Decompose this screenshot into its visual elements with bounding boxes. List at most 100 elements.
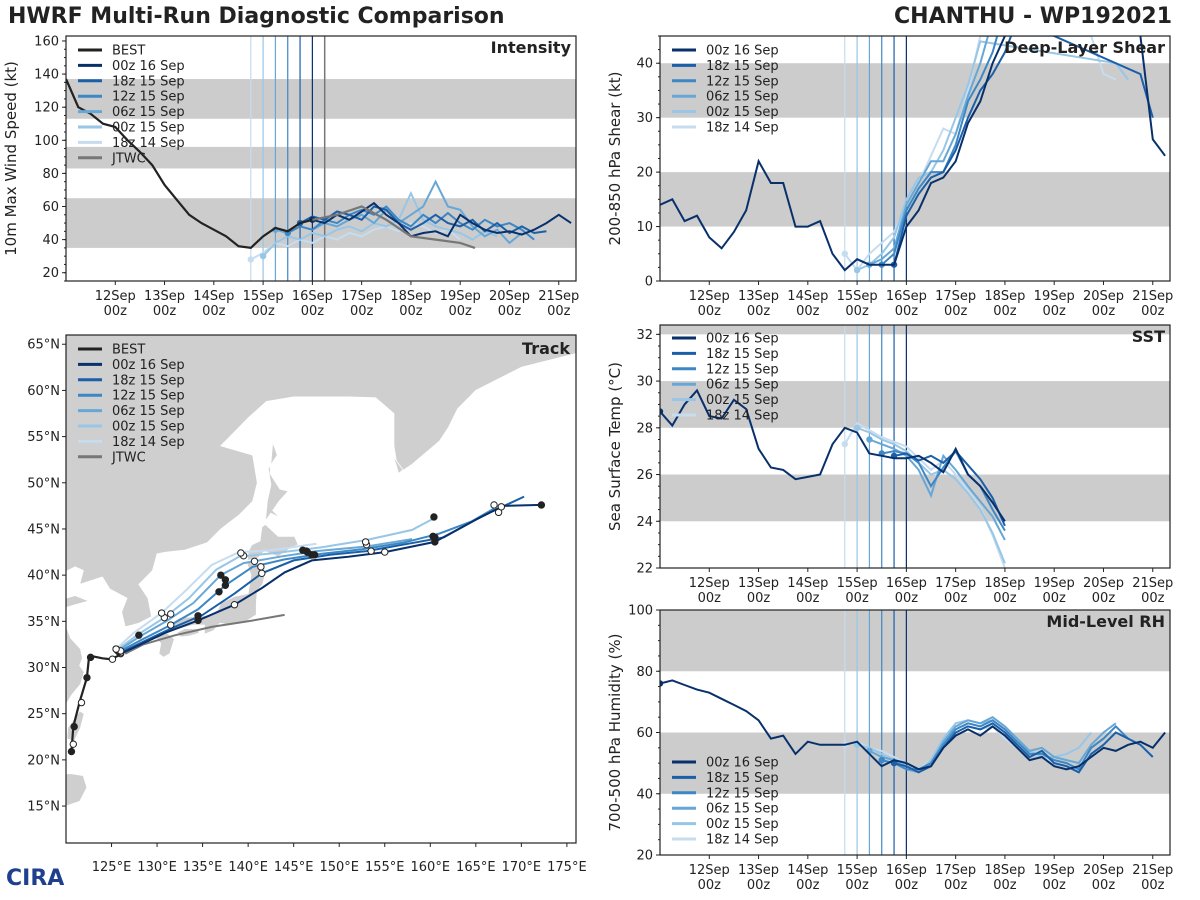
shear-xtick-label: 00z	[1043, 304, 1067, 319]
storm-id: CHANTHU - WP192021	[894, 4, 1172, 29]
intensity-xtick-label: 00z	[547, 304, 571, 319]
track-ytick-label: 50°N	[27, 476, 60, 491]
rh-ytick-label: 20	[636, 849, 653, 864]
rh-ytick-label: 100	[628, 604, 653, 619]
intensity-chart: 2040608010012014016012Sep00z13Sep00z14Se…	[2, 34, 579, 319]
sst-xtick-label: 00z	[747, 591, 771, 606]
rh-band	[660, 610, 1170, 672]
intensity-xtick-label: 00z	[104, 304, 128, 319]
track-legend-label: 18z 14 Sep	[112, 435, 185, 450]
shear-xtick-label: 17Sep	[935, 289, 976, 304]
rh-series-0	[660, 679, 1166, 771]
sst-start-point	[660, 408, 664, 415]
intensity-legend-label: 00z 16 Sep	[112, 59, 185, 74]
sst-ytick-label: 30	[636, 375, 653, 390]
track-ytick-label: 45°N	[27, 522, 60, 537]
sst-ytick-label: 28	[636, 421, 653, 436]
sst-legend-label: 18z 15 Sep	[706, 347, 779, 362]
sst-series-3	[869, 438, 1006, 541]
shear-xtick-label: 13Sep	[738, 289, 779, 304]
track-run-0-marker	[135, 631, 143, 639]
rh-xtick-label: 00z	[796, 878, 820, 893]
intensity-xtick-label: 00z	[202, 304, 226, 319]
rh-xtick-label: 00z	[1092, 878, 1116, 893]
sst-xtick-label: 19Sep	[1034, 576, 1075, 591]
shear-series-3	[868, 36, 990, 266]
intensity-best-series	[66, 78, 313, 250]
rh-xtick-label: 00z	[845, 878, 869, 893]
shear-xtick-label: 00z	[993, 304, 1017, 319]
intensity-legend-label: 06z 15 Sep	[112, 105, 185, 120]
intensity-start-point	[247, 256, 254, 263]
sst-title: SST	[1132, 327, 1165, 346]
track-best-marker	[77, 698, 86, 707]
land-mass	[392, 455, 404, 475]
track-xtick-label: 150°E	[319, 860, 359, 875]
shear-ytick-label: 40	[636, 57, 653, 72]
intensity-ytick-label: 100	[34, 134, 59, 149]
sst-band	[660, 325, 1170, 335]
intensity-xtick-label: 00z	[399, 304, 423, 319]
track-best-marker	[108, 655, 117, 663]
track-xtick-label: 175°E	[547, 860, 587, 875]
rh-xtick-label: 00z	[944, 878, 968, 893]
rh-xtick-label: 00z	[1141, 878, 1165, 893]
page-title: HWRF Multi-Run Diagnostic Comparison	[8, 4, 505, 29]
rh-xtick-label: 19Sep	[1034, 863, 1075, 878]
intensity-xtick-label: 13Sep	[144, 289, 185, 304]
intensity-ytick-label: 80	[42, 167, 59, 182]
rh-legend-label: 00z 16 Sep	[706, 756, 779, 771]
shear-ytick-label: 10	[636, 220, 653, 235]
track-ytick-label: 20°N	[27, 753, 60, 768]
intensity-ytick-label: 40	[42, 233, 59, 248]
track-run-2-marker	[490, 501, 498, 509]
track-run-1-marker	[367, 547, 375, 555]
rh-ytick-label: 60	[636, 726, 653, 741]
track-run-2-marker	[167, 621, 175, 629]
sst-start-point	[853, 424, 861, 432]
rh-start-point	[660, 680, 664, 687]
sst-xtick-label: 15Sep	[837, 576, 878, 591]
shear-legend-label: 00z 15 Sep	[706, 105, 779, 120]
rh-series-2	[881, 719, 1129, 771]
track-run-1-marker	[497, 503, 506, 511]
shear-title: Deep-Layer Shear	[1004, 38, 1165, 57]
sst-legend-label: 18z 14 Sep	[706, 409, 779, 424]
intensity-title: Intensity	[491, 38, 572, 57]
shear-xtick-label: 21Sep	[1132, 289, 1173, 304]
rh-legend-label: 00z 15 Sep	[706, 817, 779, 832]
intensity-legend-label: 18z 15 Sep	[112, 74, 185, 89]
sst-chart: 22242628303212Sep00z13Sep00z14Sep00z15Se…	[606, 324, 1173, 606]
intensity-ylabel: 10m Max Wind Speed (kt)	[2, 61, 20, 256]
rh-xtick-label: 00z	[993, 878, 1017, 893]
sst-ytick-label: 24	[636, 515, 653, 530]
track-ytick-label: 40°N	[27, 569, 60, 584]
intensity-xtick-label: 19Sep	[440, 289, 481, 304]
track-run-1-marker	[258, 569, 266, 577]
track-ytick-label: 30°N	[27, 661, 60, 676]
intensity-xtick-label: 00z	[350, 304, 374, 319]
shear-xtick-label: 20Sep	[1083, 289, 1124, 304]
sst-xtick-label: 18Sep	[984, 576, 1025, 591]
track-best-marker	[67, 747, 76, 756]
shear-legend-label: 18z 14 Sep	[706, 121, 779, 136]
track-run-0-marker	[381, 548, 389, 556]
shear-xtick-label: 00z	[895, 304, 919, 319]
land-mass	[66, 773, 88, 807]
sst-legend-label: 00z 16 Sep	[706, 332, 779, 347]
track-best-marker	[112, 645, 120, 653]
track-xtick-label: 135°E	[183, 860, 223, 875]
rh-ytick-label: 40	[636, 787, 653, 802]
track-legend-label: 06z 15 Sep	[112, 404, 185, 419]
rh-xtick-label: 20Sep	[1083, 863, 1124, 878]
track-legend-label: BEST	[112, 343, 145, 358]
track-ytick-label: 65°N	[27, 338, 60, 353]
sst-xtick-label: 00z	[944, 591, 968, 606]
intensity-legend-label: JTWC	[111, 151, 146, 166]
sst-xtick-label: 00z	[796, 591, 820, 606]
rh-xtick-label: 12Sep	[689, 863, 730, 878]
shear-xtick-label: 16Sep	[886, 289, 927, 304]
intensity-legend-label: BEST	[112, 44, 145, 59]
track-run-3-marker	[361, 538, 370, 546]
shear-legend-label: 18z 15 Sep	[706, 59, 779, 74]
